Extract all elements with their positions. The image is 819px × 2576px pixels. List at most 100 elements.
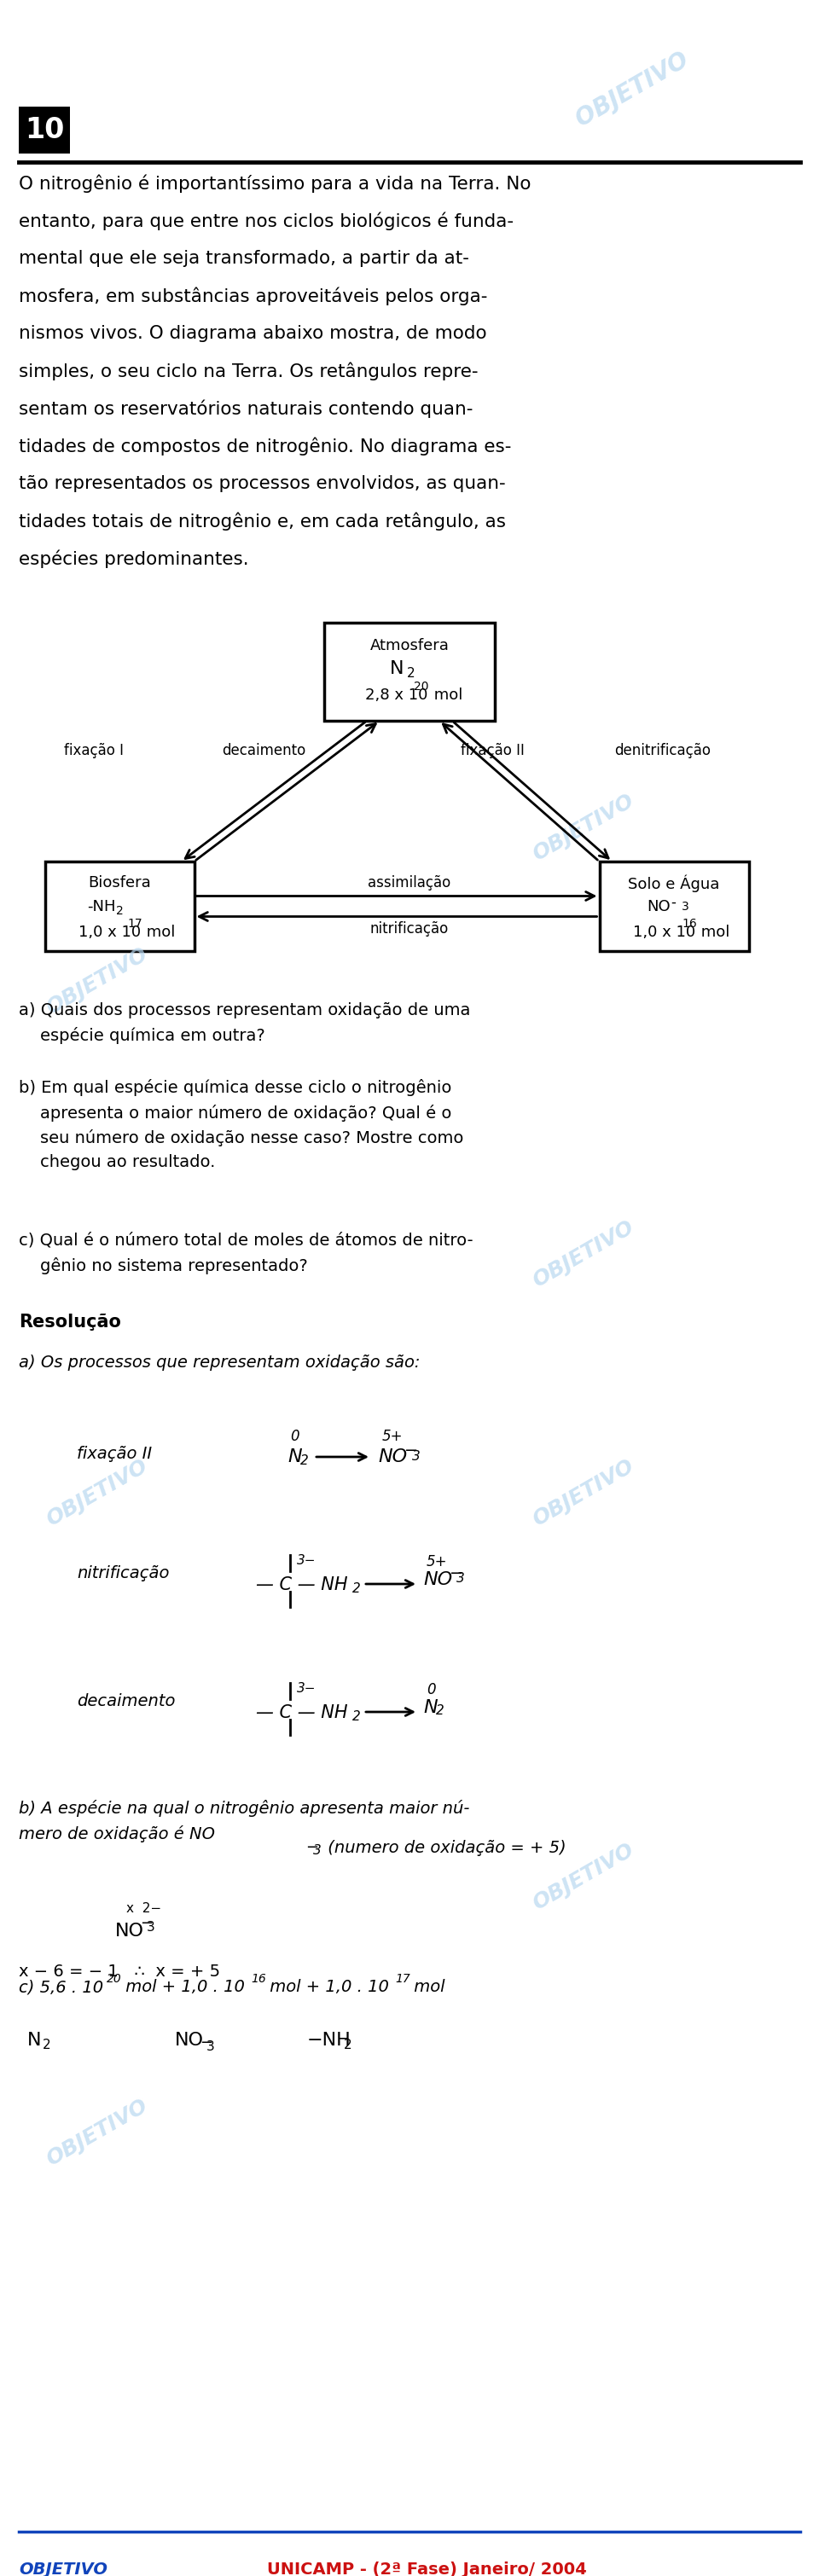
Text: b) Em qual espécie química desse ciclo o nitrogênio
    apresenta o maior número: b) Em qual espécie química desse ciclo o… xyxy=(19,1079,464,1170)
Text: Resolução: Resolução xyxy=(19,1314,121,1332)
Text: 1,0 x 10: 1,0 x 10 xyxy=(633,925,695,940)
Text: 3: 3 xyxy=(681,902,689,912)
Text: NO: NO xyxy=(423,1571,452,1589)
Text: mol: mol xyxy=(696,925,730,940)
Text: 3: 3 xyxy=(456,1571,464,1584)
Text: OBJETIVO: OBJETIVO xyxy=(529,1216,637,1291)
Text: 10: 10 xyxy=(25,116,64,144)
Text: O nitrogênio é importantíssimo para a vida na Terra. No: O nitrogênio é importantíssimo para a vi… xyxy=(19,175,531,193)
Text: — C — NH: — C — NH xyxy=(256,1577,348,1595)
Text: x  2−: x 2− xyxy=(126,1901,161,1914)
Text: sentam os reservatórios naturais contendo quan-: sentam os reservatórios naturais contend… xyxy=(19,399,473,417)
FancyBboxPatch shape xyxy=(19,106,70,155)
Text: 0: 0 xyxy=(290,1430,299,1445)
Text: fixação II: fixação II xyxy=(77,1445,152,1463)
Text: mosfera, em substâncias aproveitáveis pelos orga-: mosfera, em substâncias aproveitáveis pe… xyxy=(19,289,487,307)
Text: N: N xyxy=(423,1700,437,1716)
Text: entanto, para que entre nos ciclos biológicos é funda-: entanto, para que entre nos ciclos bioló… xyxy=(19,211,514,232)
Text: a) Quais dos processos representam oxidação de uma
    espécie química em outra?: a) Quais dos processos representam oxida… xyxy=(19,1002,470,1043)
Text: 20: 20 xyxy=(106,1973,122,1986)
Text: Solo e Água: Solo e Água xyxy=(628,876,720,894)
Text: 2: 2 xyxy=(352,1582,360,1595)
FancyBboxPatch shape xyxy=(324,623,495,721)
Text: NO: NO xyxy=(115,1922,144,1940)
Text: NO: NO xyxy=(647,899,671,914)
Text: 2,8 x 10: 2,8 x 10 xyxy=(365,688,428,703)
Text: 1,0 x 10: 1,0 x 10 xyxy=(79,925,141,940)
Text: mol: mol xyxy=(409,1978,445,1996)
Text: mol + 1,0 . 10: mol + 1,0 . 10 xyxy=(265,1978,389,1996)
Text: 0: 0 xyxy=(427,1682,436,1698)
Text: 5+: 5+ xyxy=(427,1553,447,1569)
Text: -: - xyxy=(671,894,676,909)
Text: tão representados os processos envolvidos, as quan-: tão representados os processos envolvido… xyxy=(19,474,505,492)
Text: 20: 20 xyxy=(414,680,428,693)
Text: 3−: 3− xyxy=(296,1553,316,1566)
Text: decaimento: decaimento xyxy=(222,742,305,757)
Text: −: − xyxy=(305,1839,319,1855)
Text: simples, o seu ciclo na Terra. Os retângulos repre-: simples, o seu ciclo na Terra. Os retâng… xyxy=(19,363,478,381)
Text: 3: 3 xyxy=(147,1922,155,1935)
Text: c) 5,6 . 10: c) 5,6 . 10 xyxy=(19,1978,103,1996)
Text: 17: 17 xyxy=(127,917,143,930)
Text: 2: 2 xyxy=(407,667,415,680)
Text: 5+: 5+ xyxy=(382,1430,403,1445)
Text: OBJETIVO: OBJETIVO xyxy=(43,1455,152,1530)
Text: c) Qual é o número total de moles de átomos de nitro-
    gênio no sistema repre: c) Qual é o número total de moles de áto… xyxy=(19,1231,473,1275)
Text: nitrificação: nitrificação xyxy=(77,1566,170,1582)
Text: 17: 17 xyxy=(395,1973,410,1986)
Text: 3: 3 xyxy=(206,2040,215,2053)
Text: NO: NO xyxy=(378,1448,407,1466)
Text: 2: 2 xyxy=(43,2038,51,2050)
Text: mol + 1,0 . 10: mol + 1,0 . 10 xyxy=(120,1978,245,1996)
Text: -NH: -NH xyxy=(88,899,116,914)
Text: denitrificação: denitrificação xyxy=(614,742,711,757)
Text: OBJETIVO: OBJETIVO xyxy=(529,1839,637,1914)
FancyBboxPatch shape xyxy=(45,860,194,951)
Text: OBJETIVO: OBJETIVO xyxy=(19,2561,107,2576)
Text: 2: 2 xyxy=(352,1710,360,1723)
Text: nitrificação: nitrificação xyxy=(370,922,449,938)
Text: mol: mol xyxy=(429,688,463,703)
Text: decaimento: decaimento xyxy=(77,1692,175,1710)
Text: Biosfera: Biosfera xyxy=(88,876,151,891)
Text: 16: 16 xyxy=(251,1973,266,1986)
Text: fixação I: fixação I xyxy=(64,742,124,757)
Text: tidades de compostos de nitrogênio. No diagrama es-: tidades de compostos de nitrogênio. No d… xyxy=(19,438,511,456)
Text: 3: 3 xyxy=(412,1450,420,1463)
Text: nismos vivos. O diagrama abaixo mostra, de modo: nismos vivos. O diagrama abaixo mostra, … xyxy=(19,325,486,343)
Text: espécies predominantes.: espécies predominantes. xyxy=(19,551,249,569)
Text: 16: 16 xyxy=(681,917,697,930)
Text: NO: NO xyxy=(175,2032,204,2048)
Text: OBJETIVO: OBJETIVO xyxy=(43,2094,152,2169)
Text: −: − xyxy=(200,2035,213,2050)
Text: 3−: 3− xyxy=(296,1682,316,1695)
Text: (numero de oxidação = + 5): (numero de oxidação = + 5) xyxy=(323,1839,566,1857)
Text: Atmosfera: Atmosfera xyxy=(370,639,449,654)
Text: −: − xyxy=(140,1917,153,1932)
FancyBboxPatch shape xyxy=(600,860,749,951)
Text: 2: 2 xyxy=(301,1455,309,1468)
Text: OBJETIVO: OBJETIVO xyxy=(43,943,152,1018)
Text: 2: 2 xyxy=(436,1705,444,1718)
Text: assimilação: assimilação xyxy=(368,876,451,891)
Text: fixação II: fixação II xyxy=(460,742,524,757)
Text: N: N xyxy=(287,1448,301,1466)
Text: a) Os processos que representam oxidação são:: a) Os processos que representam oxidação… xyxy=(19,1355,420,1370)
Text: b) A espécie na qual o nitrogênio apresenta maior nú-
mero de oxidação é NO: b) A espécie na qual o nitrogênio aprese… xyxy=(19,1801,469,1842)
Text: −: − xyxy=(450,1566,464,1582)
Text: — C — NH: — C — NH xyxy=(256,1705,348,1721)
Text: OBJETIVO: OBJETIVO xyxy=(572,49,693,131)
Text: −NH: −NH xyxy=(307,2032,351,2048)
Text: mental que ele seja transformado, a partir da at-: mental que ele seja transformado, a part… xyxy=(19,250,469,268)
Text: N: N xyxy=(390,659,404,677)
Text: OBJETIVO: OBJETIVO xyxy=(529,791,637,866)
Text: OBJETIVO: OBJETIVO xyxy=(529,1455,637,1530)
Text: 2: 2 xyxy=(116,904,124,917)
Text: 3: 3 xyxy=(313,1844,321,1857)
Text: 2: 2 xyxy=(344,2038,352,2050)
Text: tidades totais de nitrogênio e, em cada retângulo, as: tidades totais de nitrogênio e, em cada … xyxy=(19,513,506,531)
Text: x − 6 = − 1   ∴  x = + 5: x − 6 = − 1 ∴ x = + 5 xyxy=(19,1963,220,1981)
Text: −: − xyxy=(405,1443,419,1458)
Text: UNICAMP - (2ª Fase) Janeiro/ 2004: UNICAMP - (2ª Fase) Janeiro/ 2004 xyxy=(267,2561,586,2576)
